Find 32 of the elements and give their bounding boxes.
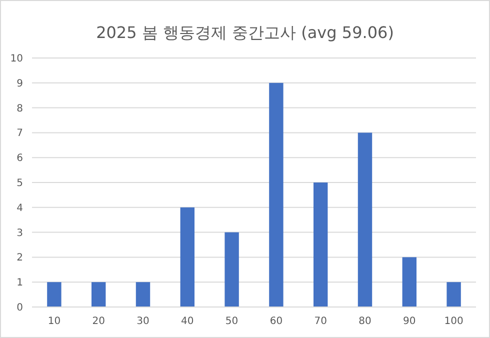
x-tick-label: 60 bbox=[270, 316, 283, 327]
bar bbox=[180, 207, 195, 307]
y-tick-label: 4 bbox=[16, 202, 23, 214]
chart-title: 2025 봄 행동경제 중간고사 (avg 59.06) bbox=[96, 23, 394, 42]
bar bbox=[402, 257, 417, 307]
x-tick-label: 20 bbox=[92, 316, 105, 327]
x-tick-label: 40 bbox=[181, 316, 194, 327]
bar bbox=[358, 132, 372, 307]
x-tick-label: 10 bbox=[48, 316, 61, 327]
y-tick-label: 7 bbox=[16, 128, 23, 140]
y-tick-label: 2 bbox=[16, 252, 23, 264]
bar bbox=[313, 182, 328, 307]
y-tick-label: 10 bbox=[10, 54, 23, 64]
x-tick-label: 100 bbox=[444, 316, 464, 327]
x-tick-label: 90 bbox=[403, 316, 416, 327]
x-tick-label: 50 bbox=[225, 316, 238, 327]
y-tick-label: 6 bbox=[16, 153, 23, 164]
bar bbox=[47, 282, 62, 307]
y-tick-label: 9 bbox=[16, 78, 23, 90]
y-tick-label: 0 bbox=[16, 302, 23, 314]
bar bbox=[91, 282, 106, 307]
y-tick-label: 8 bbox=[16, 103, 23, 114]
bar bbox=[446, 282, 461, 307]
x-tick-label: 30 bbox=[136, 316, 150, 327]
bar bbox=[269, 82, 284, 307]
bar bbox=[224, 232, 239, 307]
y-tick-label: 1 bbox=[16, 278, 23, 289]
x-tick-label: 80 bbox=[358, 316, 372, 327]
y-tick-label: 3 bbox=[16, 228, 23, 239]
bar bbox=[136, 282, 150, 307]
x-tick-label: 70 bbox=[314, 316, 327, 327]
y-tick-label: 5 bbox=[16, 178, 23, 189]
